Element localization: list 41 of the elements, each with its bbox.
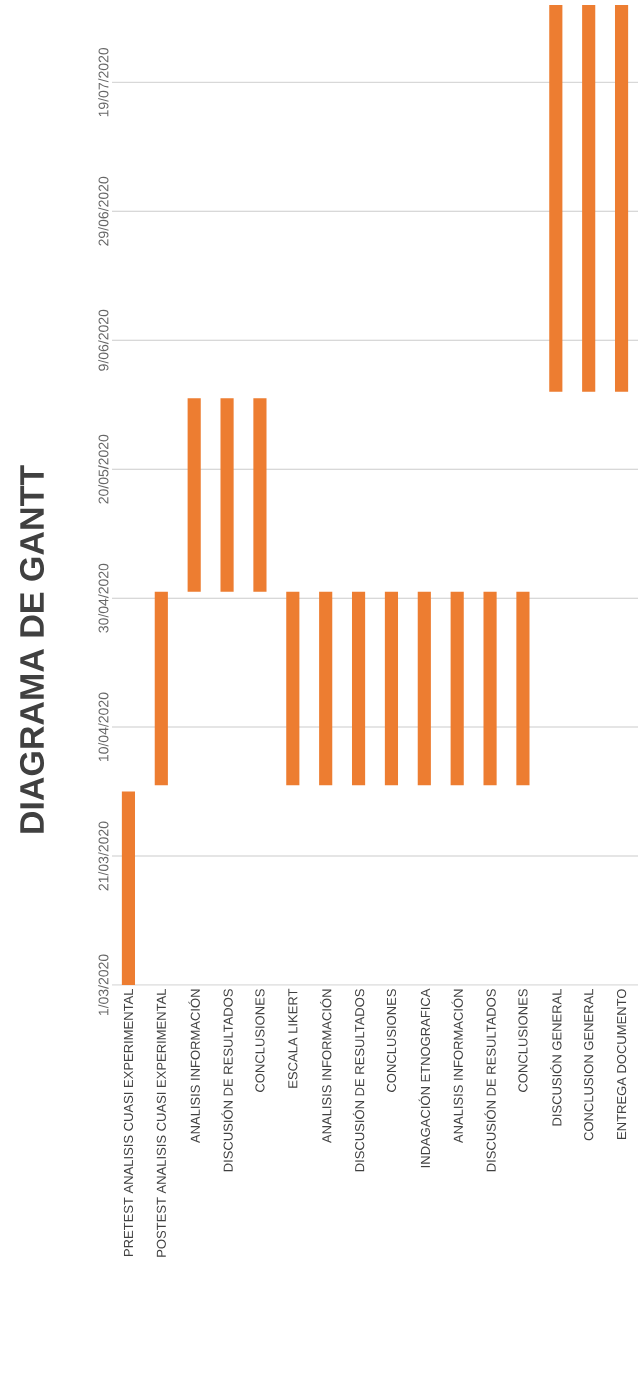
bar (121, 791, 136, 985)
y-tick-label: 19/07/2020 (98, 47, 109, 117)
y-tick-label: 30/04/2020 (98, 563, 109, 633)
bar (483, 591, 497, 786)
y-tick-label: 20/05/2020 (98, 434, 109, 504)
x-tick-label: ANALISIS INFORMACIÓN (451, 989, 463, 1144)
x-tick-label: ANALISIS INFORMACIÓN (188, 989, 200, 1144)
x-tick-label: DISCUSIÓN DE RESULTADOS (352, 989, 365, 1172)
bar (614, 4, 629, 392)
x-tick-label: DISCUSIÓN DE RESULTADOS (221, 989, 233, 1172)
x-tick-label: CONCLUSIONES (386, 989, 397, 1092)
y-tick-label: 21/03/2020 (98, 821, 109, 891)
bar (351, 591, 366, 786)
bar (253, 398, 267, 592)
bar (384, 591, 399, 786)
x-tick-label: PRETEST ANALISIS CUASI EXPERIMENTAL (123, 988, 134, 1256)
bar (450, 591, 464, 786)
bar (286, 591, 300, 786)
x-tick-label: CONCLUSION GENERAL (584, 988, 594, 1141)
x-tick-label: INDAGACIÓN ETNOGRAFICA (418, 988, 431, 1168)
bar (582, 4, 596, 392)
x-tick-label: ANALISIS INFORMACIÓN (319, 989, 332, 1144)
y-tick-label: 29/06/2020 (98, 176, 109, 246)
y-tick-label: 9/06/2020 (98, 309, 109, 371)
y-tick-label: 10/04/2020 (98, 692, 109, 762)
bar (187, 398, 201, 592)
bar (516, 591, 530, 786)
x-tick-label: CONCLUSIONES (518, 989, 528, 1092)
x-tick-label: DISCUSIÓN DE RESULTADOS (484, 989, 496, 1172)
x-tick-label: POSTEST ANALISIS CUASI EXPERIMENTAL (156, 988, 166, 1257)
x-tick-label: DISCUSIÓN GENERAL (550, 988, 562, 1126)
x-tick-label: ESCALA LIKERT (288, 988, 298, 1088)
bar (549, 4, 563, 392)
bar (220, 398, 234, 592)
x-tick-label: ENTREGA DOCUMENTO (616, 989, 627, 1139)
y-tick-label: 1/03/2020 (98, 954, 109, 1016)
bar (154, 591, 168, 786)
x-tick-label: CONCLUSIONES (255, 989, 265, 1092)
text: DIAGRAMA DE GANTT (19, 465, 45, 833)
bar (417, 591, 431, 786)
bar (319, 591, 333, 786)
